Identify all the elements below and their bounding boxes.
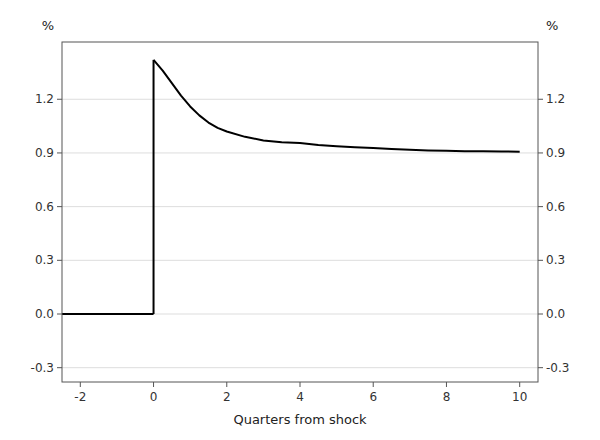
x-tick (226, 382, 227, 387)
x-tick-label: -2 (74, 390, 86, 404)
grid (62, 99, 538, 367)
y-tick-label: 1.2 (35, 92, 54, 106)
grid-line (62, 152, 538, 153)
y-tick (57, 152, 62, 153)
y2-tick (538, 99, 543, 100)
x-tick (300, 382, 301, 387)
x-tick-label: 10 (512, 390, 527, 404)
grid-line (62, 314, 538, 315)
y2-axis-label: % (546, 18, 558, 33)
y-tick-label: -0.3 (31, 361, 54, 375)
y-tick-label: 0.6 (35, 200, 54, 214)
x-tick (153, 382, 154, 387)
y-tick-label: 0.3 (35, 253, 54, 267)
y-tick (57, 206, 62, 207)
x-tick-label: 4 (296, 390, 304, 404)
plot-frame (62, 42, 538, 382)
y2-tick (538, 367, 543, 368)
axes: -2 0 2 4 6 8 10 -0.3 0.0 0.3 0.6 0.9 1.2 -0.3 0.0 0.3 0.… (31, 92, 570, 404)
y2-tick (538, 152, 543, 153)
y-tick-label: 0.9 (35, 146, 54, 160)
y2-tick (538, 260, 543, 261)
x-tick (373, 382, 374, 387)
y-tick (57, 260, 62, 261)
y2-tick-label: 0.0 (546, 307, 565, 321)
y2-tick-label: -0.3 (546, 361, 569, 375)
y2-tick-label: 0.3 (546, 253, 565, 267)
line (62, 313, 154, 315)
y-axis-label: % (42, 18, 54, 33)
x-tick-label: 2 (223, 390, 231, 404)
x-tick (446, 382, 447, 387)
grid-line (62, 99, 538, 100)
y-tick-label: 0.0 (35, 307, 54, 321)
grid-line (62, 206, 538, 207)
x-tick-label: 6 (369, 390, 377, 404)
line (153, 60, 155, 314)
lines (62, 60, 520, 314)
y-tick (57, 314, 62, 315)
y2-tick (538, 314, 543, 315)
chart-container: -2 0 2 4 6 8 10 -0.3 0.0 0.3 0.6 0.9 1.2 -0.3 0.0 0.3 0.… (0, 0, 600, 440)
y2-tick (538, 206, 543, 207)
x-tick-label: 0 (150, 390, 158, 404)
x-tick (519, 382, 520, 387)
grid-line (62, 260, 538, 261)
y-tick (57, 99, 62, 100)
y-tick (57, 367, 62, 368)
x-tick-label: 8 (443, 390, 451, 404)
grid-line (62, 367, 538, 368)
y2-tick-label: 0.6 (546, 200, 565, 214)
line (154, 60, 520, 152)
y2-tick-label: 0.9 (546, 146, 565, 160)
x-axis-label: Quarters from shock (233, 412, 367, 427)
chart-svg: -2 0 2 4 6 8 10 -0.3 0.0 0.3 0.6 0.9 1.2 -0.3 0.0 0.3 0.… (0, 0, 600, 440)
x-tick (80, 382, 81, 387)
y2-tick-label: 1.2 (546, 92, 565, 106)
